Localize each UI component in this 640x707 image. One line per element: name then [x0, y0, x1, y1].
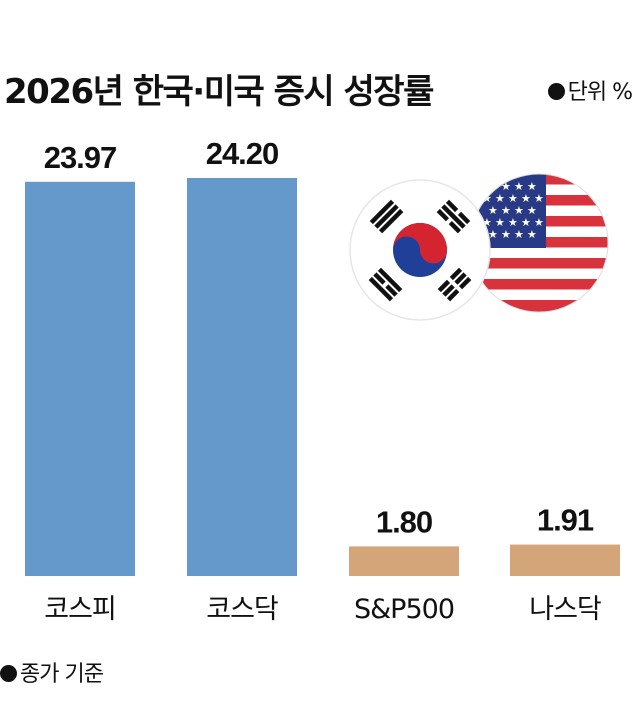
- unit-label: 단위 %: [547, 74, 633, 106]
- svg-text:★: ★: [488, 204, 498, 217]
- value-label-4: 1.91: [537, 503, 594, 538]
- svg-text:★: ★: [488, 228, 498, 241]
- category-label-1: 코스피: [44, 594, 116, 625]
- svg-text:★: ★: [482, 192, 492, 205]
- svg-text:★: ★: [527, 180, 537, 193]
- svg-text:★: ★: [521, 216, 531, 229]
- us-flag-icon: ★ ★ ★ ★ ★ ★ ★ ★ ★ ★ ★ ★ ★ ★ ★ ★ ★ ★ ★ ★ ★ ★: [469, 173, 609, 313]
- bullet-icon: [0, 665, 17, 682]
- svg-text:★: ★: [514, 204, 524, 217]
- category-label-3: S&P500: [354, 594, 454, 625]
- svg-text:★: ★: [501, 228, 511, 241]
- svg-text:★: ★: [527, 228, 537, 241]
- bar-1: [25, 181, 135, 576]
- value-label-1: 23.97: [44, 140, 117, 175]
- svg-text:★: ★: [508, 192, 518, 205]
- category-label-4: 나스닥: [529, 594, 601, 625]
- bar-3: [349, 546, 459, 576]
- svg-text:★: ★: [527, 204, 537, 217]
- svg-text:★: ★: [508, 216, 518, 229]
- svg-text:★: ★: [521, 192, 531, 205]
- svg-text:★: ★: [534, 192, 544, 205]
- value-label-2: 24.20: [206, 136, 279, 171]
- svg-text:★: ★: [501, 180, 511, 193]
- svg-text:★: ★: [501, 204, 511, 217]
- svg-text:★: ★: [482, 216, 492, 229]
- svg-text:★: ★: [534, 216, 544, 229]
- chart-title: 2026년 한국·미국 증시 성장률: [4, 72, 434, 112]
- svg-text:★: ★: [495, 192, 505, 205]
- bar-2: [187, 178, 297, 576]
- svg-text:★: ★: [514, 228, 524, 241]
- value-label-3: 1.80: [376, 504, 432, 539]
- footnote: 종가 기준: [0, 656, 104, 688]
- unit-text: 단위 %: [567, 80, 633, 105]
- flags-illustration: ★ ★ ★ ★ ★ ★ ★ ★ ★ ★ ★ ★ ★ ★ ★ ★ ★ ★ ★ ★ ★ ★: [349, 173, 609, 321]
- korea-flag-icon: [349, 179, 491, 321]
- footnote-text: 종가 기준: [20, 662, 104, 687]
- bar-4: [510, 544, 620, 576]
- svg-text:★: ★: [514, 180, 524, 193]
- category-label-2: 코스닥: [206, 594, 278, 625]
- bullet-icon: [547, 83, 565, 100]
- svg-text:★: ★: [495, 216, 505, 229]
